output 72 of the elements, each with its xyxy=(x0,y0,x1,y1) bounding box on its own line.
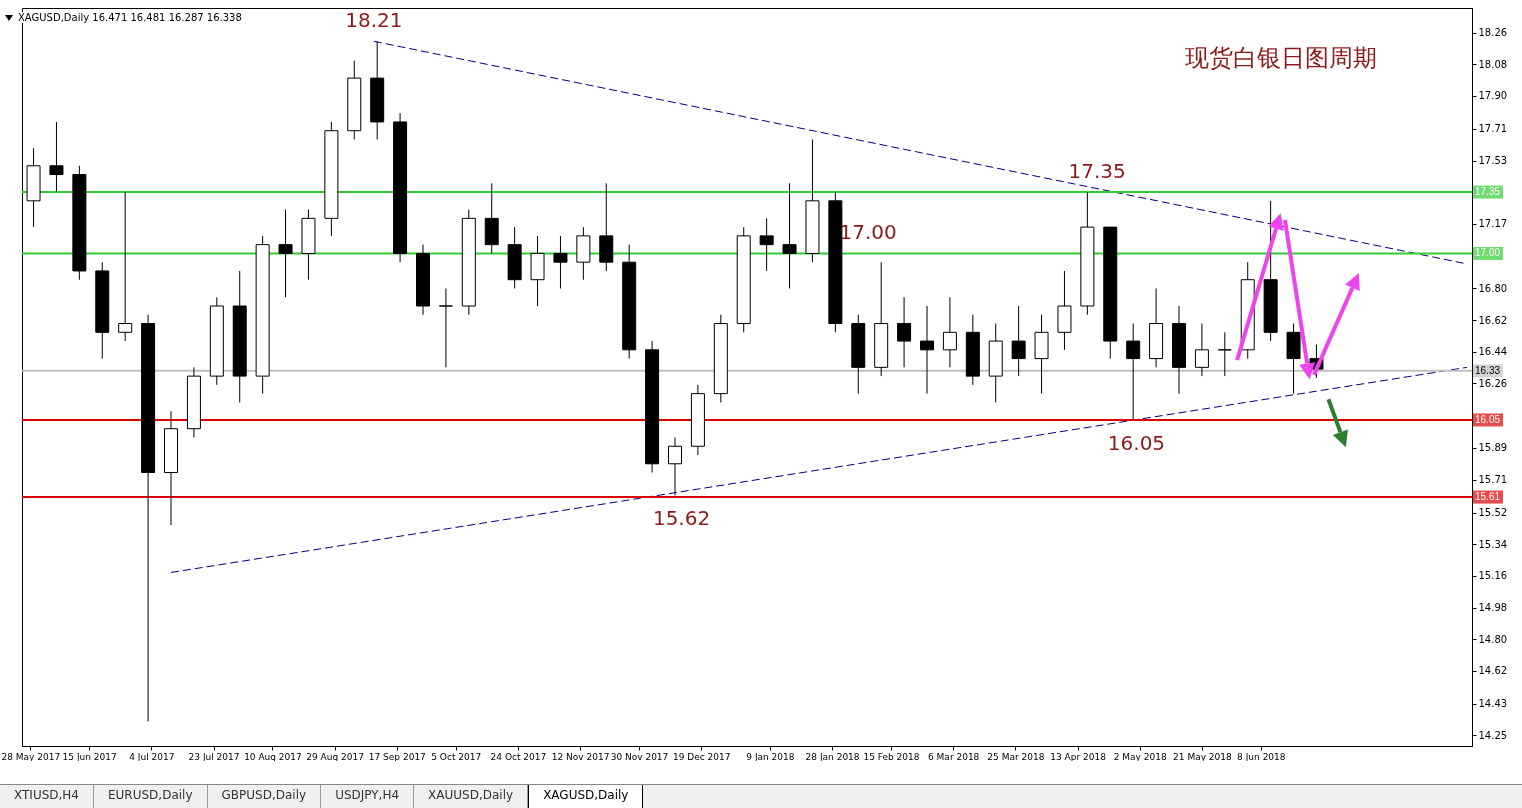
x-tick-label: 29 Aug 2017 xyxy=(306,751,364,762)
x-tick-label: 24 Oct 2017 xyxy=(490,751,547,762)
ref-line-label: 15.61 xyxy=(1475,491,1501,503)
text: GBPUSD,Daily xyxy=(207,785,322,808)
x-tick-label: 21 May 2018 xyxy=(1173,751,1233,762)
y-tick-label: 14.43 xyxy=(1478,698,1508,710)
y-tick-label: 14.98 xyxy=(1478,602,1508,614)
y-tick-label: 14.25 xyxy=(1478,729,1508,741)
text: 现货白银日图周期 xyxy=(1185,43,1377,74)
y-tick-label: 15.89 xyxy=(1478,442,1508,454)
annotation: 15.62 xyxy=(652,506,711,531)
text: EURUSD,Daily xyxy=(94,785,208,808)
candlestick xyxy=(438,287,453,368)
candlestick xyxy=(1011,305,1026,377)
y-tick-label: 14.62 xyxy=(1478,665,1508,677)
x-tick-label: 9 Jan 2018 xyxy=(746,751,795,762)
x-tick-label: 15 Jun 2017 xyxy=(62,751,117,762)
candlestick xyxy=(759,217,774,272)
candlestick xyxy=(553,235,568,289)
x-tick-label: 13 Apr 2018 xyxy=(1050,751,1107,762)
y-tick-label: 14.80 xyxy=(1478,633,1508,645)
candlestick xyxy=(920,305,934,395)
y-tick-label: 16.80 xyxy=(1478,282,1508,294)
x-tick-label: 15 Feb 2018 xyxy=(863,751,920,762)
text: XTIUSD,H4 xyxy=(0,785,94,808)
x-tick-label: 28 May 2017 xyxy=(1,751,61,762)
x-tick-label: 4 Jul 2017 xyxy=(129,751,175,762)
text: USDJPY,H4 xyxy=(321,785,415,808)
x-tick-label: 30 Nov 2017 xyxy=(610,751,669,762)
y-tick-label: 17.71 xyxy=(1478,123,1508,135)
candlestick xyxy=(49,121,64,193)
x-tick-label: 17 Sep 2017 xyxy=(368,751,426,762)
x-tick-label: 23 Jul 2017 xyxy=(188,751,240,762)
x-tick-label: 2 May 2018 xyxy=(1113,751,1167,762)
ref-line-label: 17.00 xyxy=(1475,247,1501,259)
x-tick-label: 8 Jun 2018 xyxy=(1237,751,1286,762)
candlestick xyxy=(1194,323,1209,377)
annotation: 17.35 xyxy=(1068,159,1126,184)
y-tick-label: 16.62 xyxy=(1478,314,1508,326)
y-tick-label: 18.26 xyxy=(1478,27,1508,39)
annotation: 18.21 xyxy=(345,8,403,33)
candlestick xyxy=(1217,331,1232,377)
x-tick-label: 6 Mar 2018 xyxy=(928,751,980,762)
y-tick-label: 16.26 xyxy=(1478,377,1508,389)
y-tick-label: 15.71 xyxy=(1478,474,1508,486)
x-tick-label: 28 Jan 2018 xyxy=(805,751,860,762)
text: XAUUSD,Daily xyxy=(414,785,529,808)
y-tick-label: 15.16 xyxy=(1478,570,1508,582)
y-tick-label: 17.53 xyxy=(1478,155,1508,167)
candlestick xyxy=(278,209,293,298)
x-tick-label: 5 Oct 2017 xyxy=(431,751,482,762)
candlestick xyxy=(668,436,682,496)
y-tick-label: 15.52 xyxy=(1478,507,1508,519)
y-tick-label: 16.44 xyxy=(1478,346,1508,358)
candlestick xyxy=(782,182,797,289)
candlestick xyxy=(897,296,912,368)
x-tick-label: 19 Dec 2017 xyxy=(672,751,731,762)
ref-line-label: 16.05 xyxy=(1475,413,1501,425)
x-tick-label: 25 Mar 2018 xyxy=(987,751,1045,762)
y-tick-label: 15.34 xyxy=(1478,538,1508,550)
candlestick xyxy=(118,191,133,342)
annotation: 16.05 xyxy=(1107,430,1166,455)
chart-subtitle: XAGUSD,Daily 16.471 16.481 16.287 16.338 xyxy=(16,12,244,23)
y-tick-label: 17.17 xyxy=(1478,218,1508,230)
ref-line-label: 17.35 xyxy=(1475,186,1501,198)
y-tick-label: 17.90 xyxy=(1478,90,1508,102)
y-tick-label: 18.08 xyxy=(1478,58,1508,70)
candlestick xyxy=(1126,323,1141,421)
ref-line-label: 16.33 xyxy=(1475,364,1501,376)
x-tick-label: 10 Aug 2017 xyxy=(244,751,302,762)
x-tick-label: 12 Nov 2017 xyxy=(551,751,610,762)
candlestick xyxy=(942,296,957,368)
